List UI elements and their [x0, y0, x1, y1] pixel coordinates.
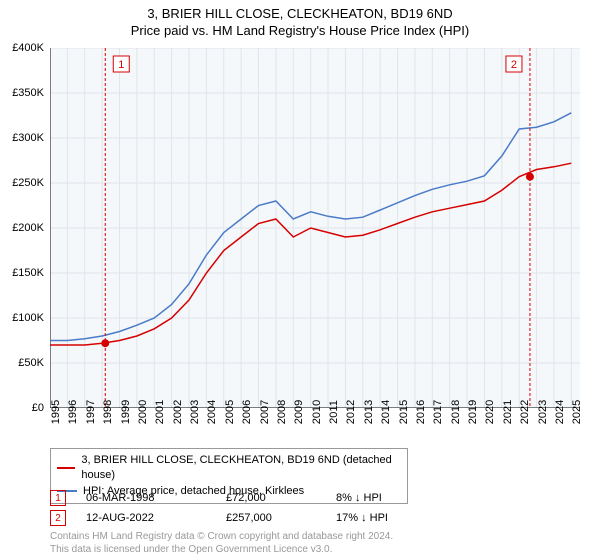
x-tick-label: 2014: [380, 400, 392, 424]
chart-area: 12: [50, 48, 580, 408]
x-tick-label: 2024: [554, 400, 566, 424]
x-tick-label: 1996: [67, 400, 79, 424]
annotation-row: 1 06-MAR-1998 £72,000 8% ↓ HPI: [50, 488, 500, 508]
x-tick-label: 2000: [137, 400, 149, 424]
x-tick-label: 2017: [432, 400, 444, 424]
chart-subtitle: Price paid vs. HM Land Registry's House …: [0, 23, 600, 38]
legend-row: 3, BRIER HILL CLOSE, CLECKHEATON, BD19 6…: [57, 453, 401, 484]
y-tick-label: £250K: [12, 177, 44, 189]
x-tick-label: 2025: [571, 400, 583, 424]
x-tick-label: 2003: [189, 400, 201, 424]
title-block: 3, BRIER HILL CLOSE, CLECKHEATON, BD19 6…: [0, 0, 600, 40]
annotation-pct: 17% ↓ HPI: [336, 512, 446, 524]
y-axis-labels: £0£50K£100K£150K£200K£250K£300K£350K£400…: [0, 48, 48, 408]
x-tick-label: 2011: [328, 400, 340, 424]
x-tick-label: 2021: [502, 400, 514, 424]
x-tick-label: 2001: [154, 400, 166, 424]
y-tick-label: £150K: [12, 267, 44, 279]
annotation-pct: 8% ↓ HPI: [336, 492, 446, 504]
x-tick-label: 2006: [241, 400, 253, 424]
x-tick-label: 2005: [224, 400, 236, 424]
x-axis-labels: 1995199619971998199920002001200220032004…: [50, 410, 580, 446]
annotation-badge: 2: [50, 510, 66, 526]
x-tick-label: 1997: [85, 400, 97, 424]
annotation-row: 2 12-AUG-2022 £257,000 17% ↓ HPI: [50, 508, 500, 528]
y-tick-label: £50K: [18, 357, 44, 369]
annotation-badge: 1: [50, 490, 66, 506]
x-tick-label: 1995: [50, 400, 62, 424]
x-tick-label: 2023: [537, 400, 549, 424]
chart-container: 3, BRIER HILL CLOSE, CLECKHEATON, BD19 6…: [0, 0, 600, 560]
x-tick-label: 2004: [206, 400, 218, 424]
footer: Contains HM Land Registry data © Crown c…: [50, 530, 393, 556]
annotation-table: 1 06-MAR-1998 £72,000 8% ↓ HPI 2 12-AUG-2022 £…: [50, 488, 500, 528]
x-tick-label: 2007: [259, 400, 271, 424]
y-tick-label: £0: [32, 402, 44, 414]
footer-line: This data is licensed under the Open Gov…: [50, 543, 393, 556]
annotation-date: 12-AUG-2022: [86, 512, 206, 524]
x-tick-label: 1999: [120, 400, 132, 424]
footer-line: Contains HM Land Registry data © Crown c…: [50, 530, 393, 543]
x-tick-label: 2016: [415, 400, 427, 424]
svg-text:1: 1: [118, 59, 124, 71]
legend-label: 3, BRIER HILL CLOSE, CLECKHEATON, BD19 6…: [81, 453, 401, 484]
chart-title: 3, BRIER HILL CLOSE, CLECKHEATON, BD19 6…: [0, 6, 600, 21]
x-tick-label: 2020: [484, 400, 496, 424]
x-tick-label: 2010: [311, 400, 323, 424]
x-tick-label: 2012: [345, 400, 357, 424]
annotation-date: 06-MAR-1998: [86, 492, 206, 504]
y-tick-label: £100K: [12, 312, 44, 324]
x-tick-label: 2009: [293, 400, 305, 424]
annotation-price: £72,000: [226, 492, 316, 504]
legend-swatch: [57, 467, 75, 469]
svg-text:2: 2: [511, 59, 517, 71]
x-tick-label: 2002: [172, 400, 184, 424]
x-tick-label: 2022: [519, 400, 531, 424]
x-tick-label: 2015: [398, 400, 410, 424]
x-tick-label: 2019: [467, 400, 479, 424]
chart-svg: 12: [50, 48, 580, 408]
y-tick-label: £400K: [12, 42, 44, 54]
x-tick-label: 2013: [363, 400, 375, 424]
annotation-price: £257,000: [226, 512, 316, 524]
y-tick-label: £300K: [12, 132, 44, 144]
x-tick-label: 1998: [102, 400, 114, 424]
x-tick-label: 2018: [450, 400, 462, 424]
y-tick-label: £200K: [12, 222, 44, 234]
y-tick-label: £350K: [12, 87, 44, 99]
x-tick-label: 2008: [276, 400, 288, 424]
